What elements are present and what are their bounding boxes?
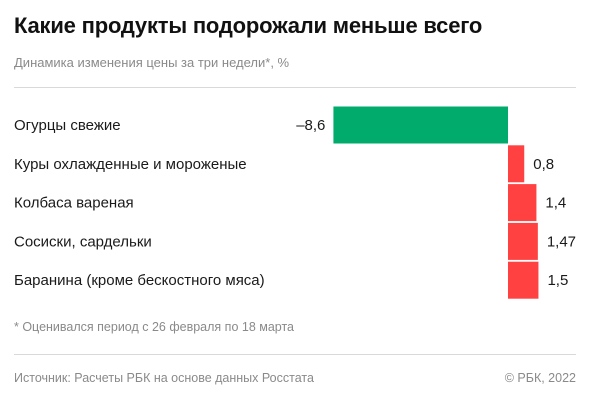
bar-chart: Огурцы свежие –8,6 Куры охлажденные и моро… (14, 106, 576, 299)
footnote: * Оценивался период с 26 февраля по 18 м… (14, 320, 294, 334)
bar (508, 261, 539, 299)
value-label: 1,47 (547, 233, 576, 250)
category-label: Огурцы свежие (14, 117, 121, 134)
category-label: Баранина (кроме бескостного мяса) (14, 272, 265, 289)
value-label: 1,4 (545, 195, 566, 212)
value-label: 0,8 (533, 156, 554, 173)
bottom-divider (14, 354, 576, 355)
value-label: 1,5 (547, 272, 568, 289)
bar (508, 145, 525, 183)
bar (508, 222, 538, 260)
chart-title: Какие продукты подорожали меньше всего (14, 13, 483, 38)
category-label: Сосиски, сардельки (14, 233, 152, 250)
bar (508, 184, 537, 222)
copyright: © РБК, 2022 (504, 371, 576, 385)
top-divider (14, 87, 576, 88)
chart-subtitle: Динамика изменения цены за три недели*, … (14, 55, 290, 70)
bar (333, 106, 508, 144)
category-label: Колбаса вареная (14, 195, 134, 212)
category-label: Куры охлажденные и мороженые (14, 156, 247, 173)
value-label: –8,6 (296, 117, 325, 134)
source-note: Источник: Расчеты РБК на основе данных Р… (14, 371, 314, 385)
